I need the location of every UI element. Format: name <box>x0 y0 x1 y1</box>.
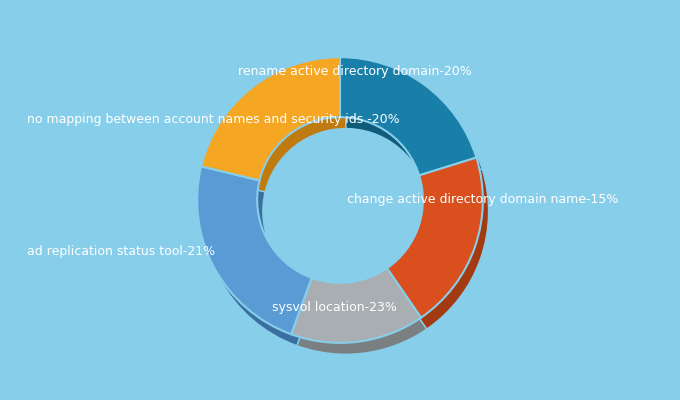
Text: no mapping between account names and security ids -20%: no mapping between account names and sec… <box>27 114 400 126</box>
Wedge shape <box>340 57 477 175</box>
Wedge shape <box>392 169 488 329</box>
Wedge shape <box>207 68 345 192</box>
Text: sysvol location-23%: sysvol location-23% <box>272 302 397 314</box>
Wedge shape <box>197 166 311 334</box>
Wedge shape <box>345 68 482 187</box>
Wedge shape <box>297 280 427 354</box>
Text: change active directory domain name-15%: change active directory domain name-15% <box>347 194 618 206</box>
Wedge shape <box>291 268 421 343</box>
Text: rename active directory domain-20%: rename active directory domain-20% <box>238 66 472 78</box>
Wedge shape <box>387 158 483 318</box>
Wedge shape <box>201 57 340 180</box>
Text: ad replication status tool-21%: ad replication status tool-21% <box>27 246 216 258</box>
Wedge shape <box>203 178 318 346</box>
